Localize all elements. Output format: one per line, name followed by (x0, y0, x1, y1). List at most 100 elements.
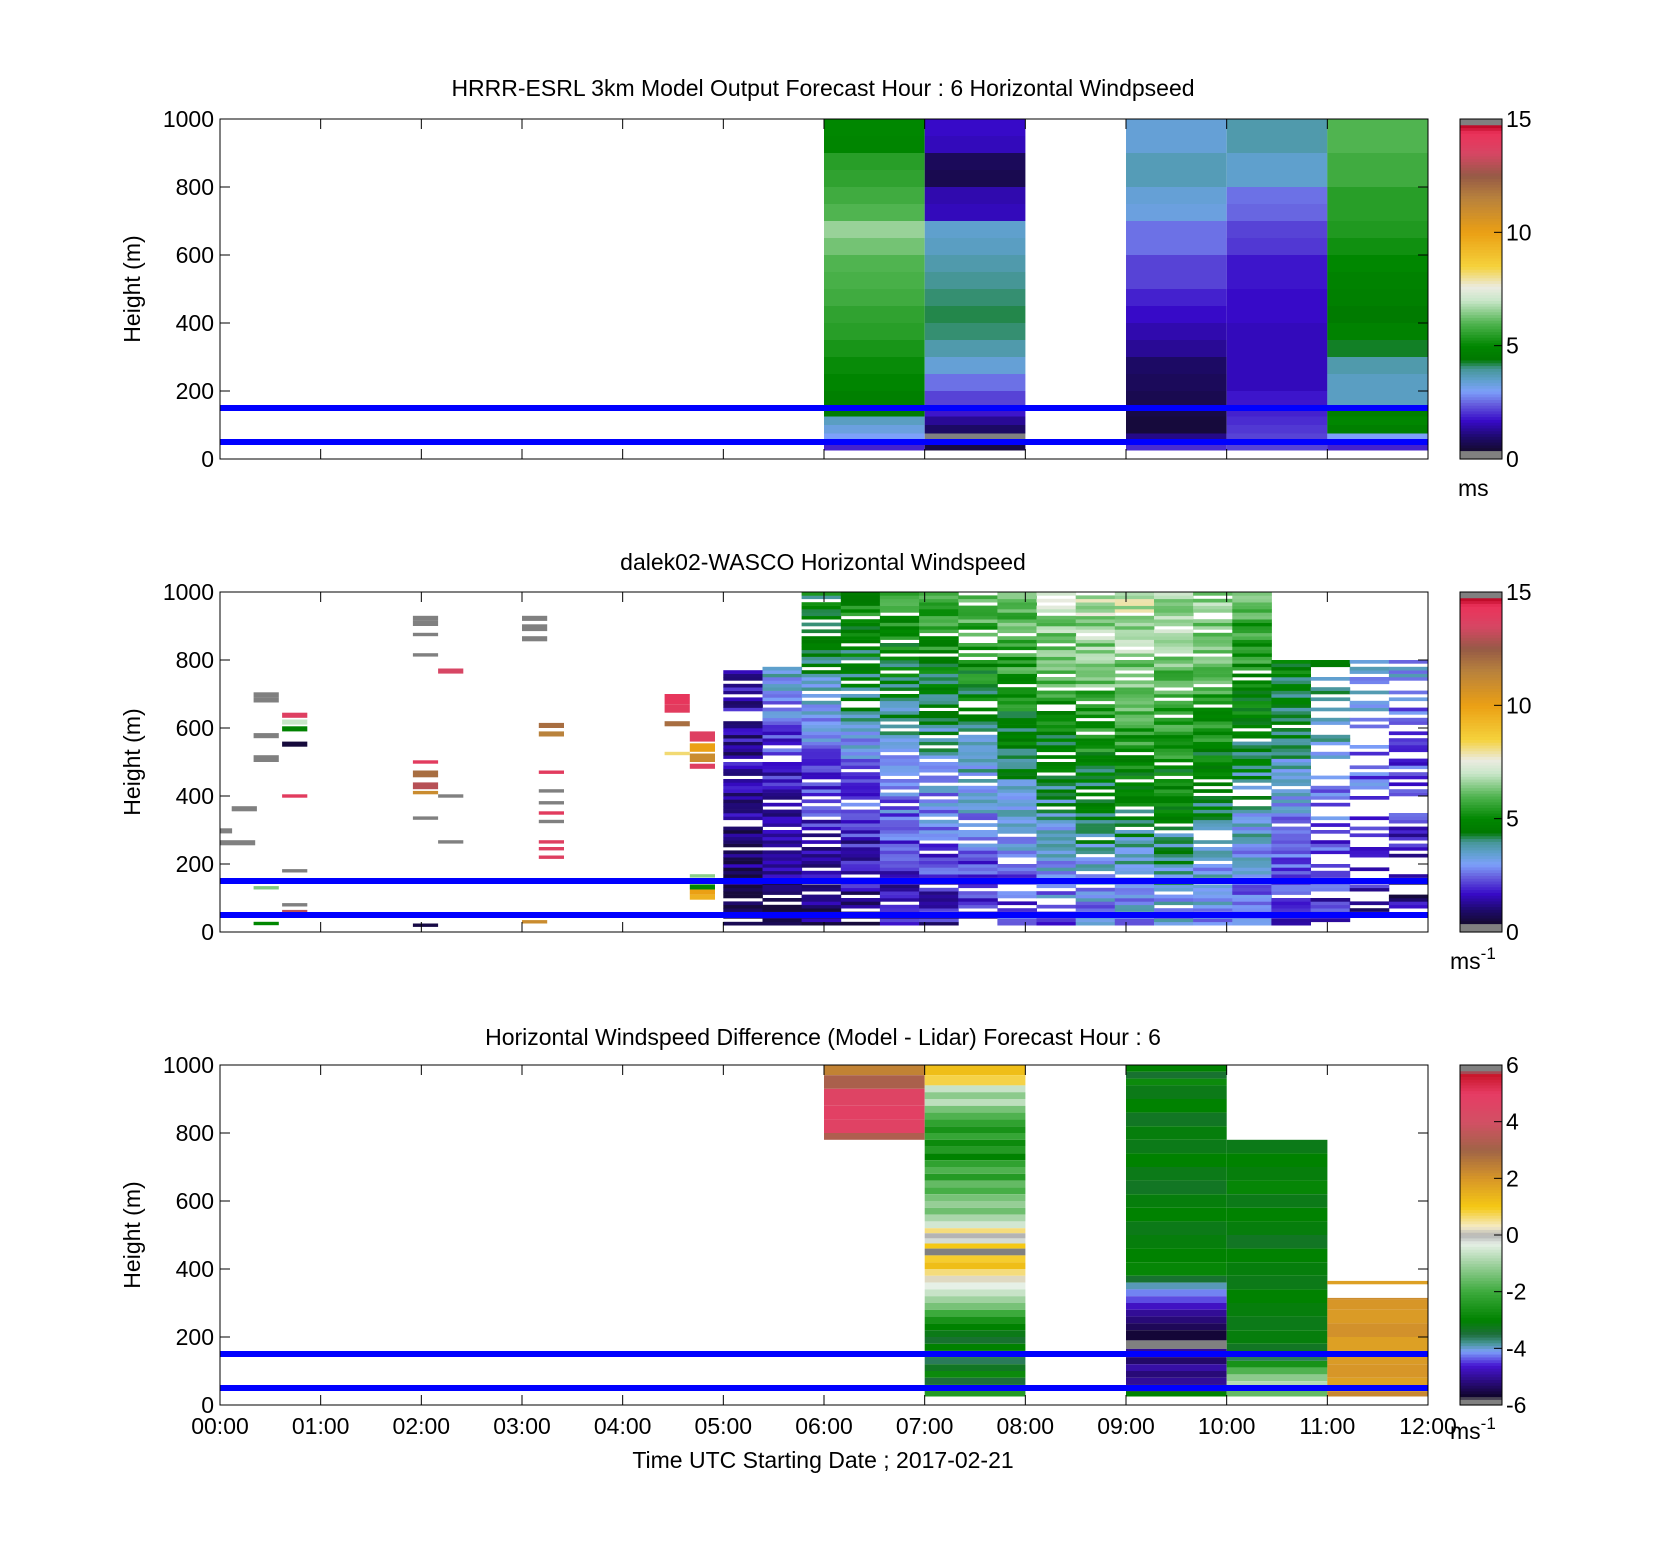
heatmap-cell (879, 666, 920, 671)
heatmap-cell (1114, 904, 1155, 909)
heatmap-cell (924, 1187, 1026, 1195)
y-tick-label: 200 (176, 378, 214, 404)
heatmap-cell (1075, 636, 1116, 640)
colorbar-swatch (1460, 1402, 1502, 1406)
heatmap-cell (924, 1357, 1026, 1365)
heatmap-cell (1154, 649, 1194, 654)
heatmap-cell (1349, 680, 1390, 685)
heatmap-cell (723, 751, 763, 756)
heatmap-cell (1126, 1371, 1227, 1378)
heatmap-cell (1193, 898, 1233, 902)
heatmap-cell (282, 909, 308, 914)
heatmap-cell (1271, 758, 1311, 763)
heatmap-cell (801, 782, 842, 787)
heatmap-cell (1075, 847, 1116, 851)
colorbar-swatch (1460, 410, 1502, 415)
heatmap-cell (1114, 830, 1155, 834)
heatmap-cell (1075, 694, 1116, 698)
heatmap-cell (879, 592, 920, 596)
heatmap-cell (1232, 809, 1272, 814)
heatmap-cell (1271, 867, 1311, 872)
colorbar-swatch (1460, 801, 1502, 806)
heatmap-cell (924, 340, 1026, 357)
heatmap-cell (1126, 1126, 1227, 1140)
heatmap-cell (1036, 697, 1077, 702)
heatmap-cell (1388, 836, 1429, 841)
heatmap-cell (723, 850, 763, 855)
heatmap-cell (919, 833, 959, 838)
heatmap-cell (1075, 779, 1116, 783)
heatmap-cell (879, 792, 920, 797)
colorbar-swatch (1460, 781, 1502, 786)
heatmap-cell (1193, 663, 1233, 668)
heatmap-cell (1232, 656, 1272, 661)
heatmap-cell (840, 694, 881, 698)
heatmap-cell (762, 670, 803, 674)
heatmap-cell (958, 796, 998, 800)
heatmap-cell (1232, 636, 1272, 640)
colorbar-swatch (1460, 923, 1502, 927)
colorbar-swatch (1460, 235, 1502, 239)
heatmap-cell (958, 643, 998, 647)
colorbar-swatch (1460, 869, 1502, 874)
heatmap-cell (924, 272, 1026, 289)
heatmap-cell (1193, 738, 1233, 742)
colorbar-swatch (1460, 187, 1502, 191)
heatmap-cell (1310, 874, 1351, 878)
heatmap-cell (762, 867, 803, 872)
heatmap-cell (1327, 374, 1428, 391)
heatmap-cell (1310, 677, 1351, 681)
heatmap-cell (919, 612, 959, 617)
heatmap-cell (879, 765, 920, 770)
heatmap-cell (958, 884, 998, 889)
heatmap-cell (1310, 707, 1351, 712)
heatmap-cell (919, 731, 959, 736)
heatmap-cell (879, 724, 920, 729)
heatmap-cell (879, 700, 920, 705)
heatmap-cell (1193, 680, 1233, 685)
heatmap-cell (958, 898, 998, 902)
colorbar-swatch (1460, 1181, 1502, 1185)
heatmap-cell (1232, 721, 1272, 725)
heatmap-cell (538, 722, 564, 728)
heatmap-cell (1154, 806, 1194, 810)
heatmap-cell (1114, 921, 1155, 926)
heatmap-cell (840, 605, 881, 610)
colorbar-swatch (1460, 1399, 1502, 1403)
x-axis-ticks (219, 592, 1429, 932)
heatmap-cell (824, 1119, 925, 1133)
colorbar-swatch (1460, 1266, 1502, 1270)
heatmap-cell (919, 779, 959, 783)
heatmap-cell (1349, 816, 1390, 821)
colorbar-swatch (1460, 243, 1502, 248)
heatmap-cell (1271, 704, 1311, 708)
heatmap-cell (879, 894, 920, 899)
heatmap-cell (723, 813, 763, 817)
heatmap-cell (1036, 755, 1077, 759)
heatmap-cell (1226, 442, 1328, 451)
heatmap-cell (1036, 653, 1077, 657)
heatmap-cell (762, 677, 803, 681)
heatmap-cell (1388, 819, 1429, 824)
heatmap-cell (924, 1112, 1026, 1120)
heatmap-cell (958, 891, 998, 895)
heatmap-cell (1114, 619, 1155, 623)
heatmap-cell (1232, 632, 1272, 637)
heatmap-cell (1232, 612, 1272, 617)
heatmap-cell (1349, 717, 1390, 722)
heatmap-cell (1036, 870, 1077, 875)
colorbar-swatch (1460, 405, 1502, 409)
colorbar-swatch (1460, 1339, 1502, 1344)
colorbar-swatch (1460, 365, 1502, 369)
panel-model-output: HRRR-ESRL 3km Model Output Forecast Hour… (119, 75, 1532, 501)
heatmap-cell (1388, 874, 1429, 878)
colorbar-swatch (1460, 150, 1502, 154)
heatmap-cell (253, 755, 279, 762)
heatmap-cell (840, 612, 881, 617)
heatmap-cell (924, 1105, 1026, 1113)
heatmap-cell (824, 374, 925, 391)
heatmap-cell (1271, 921, 1311, 926)
heatmap-cell (1193, 646, 1233, 651)
heatmap-cell (1271, 775, 1311, 780)
colorbar-swatch (1460, 277, 1502, 282)
